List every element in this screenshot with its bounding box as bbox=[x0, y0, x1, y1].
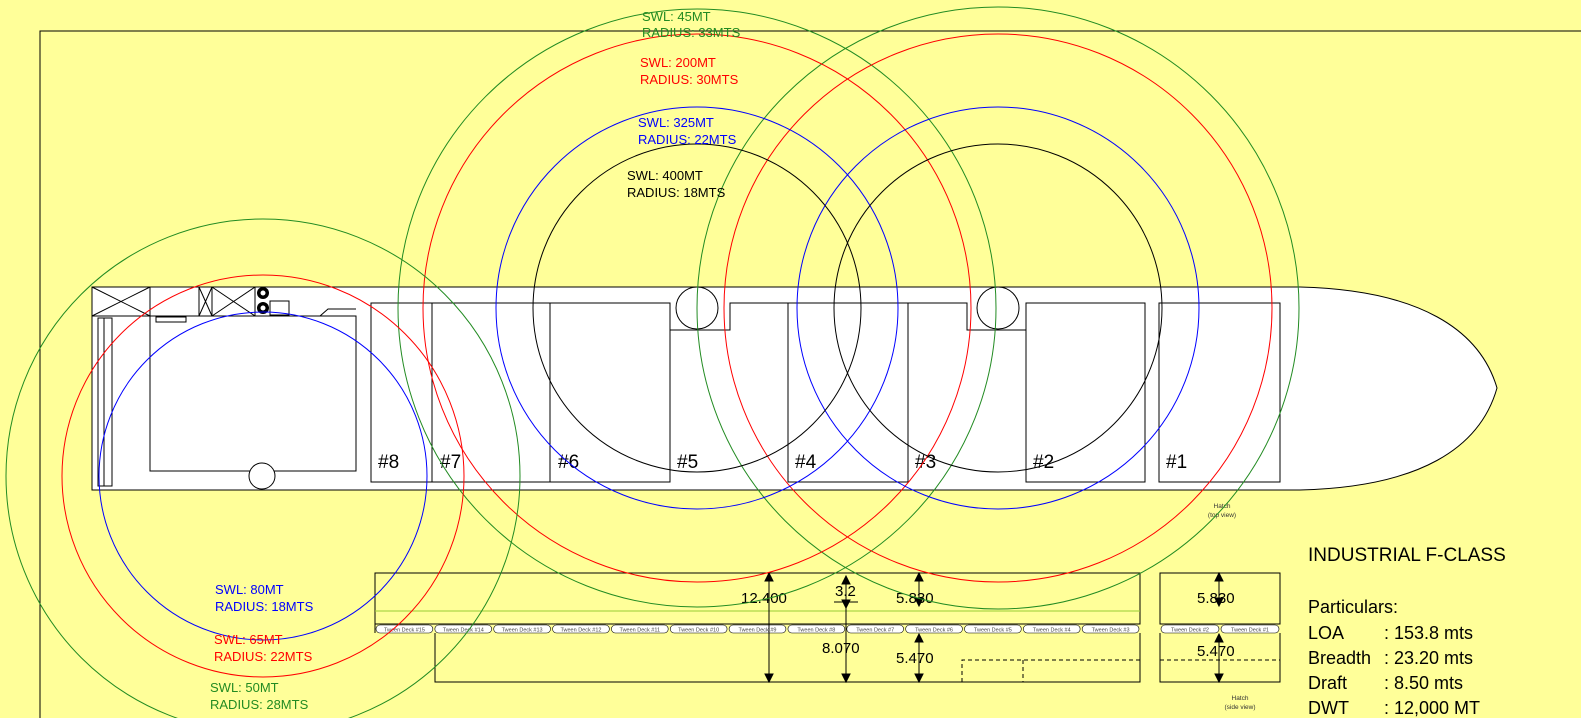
tween-deck-box bbox=[669, 624, 728, 634]
aft-superstructure bbox=[91, 286, 357, 490]
tween-deck-box bbox=[1023, 624, 1081, 634]
hold-label: #1 bbox=[1166, 452, 1187, 473]
radius-circle-80mt bbox=[98, 311, 428, 641]
hatch-top-caption: (top view) bbox=[1208, 512, 1236, 519]
particular-value-loa: : 153.8 mts bbox=[1384, 623, 1473, 643]
crane-label-65mt-radius: RADIUS: 22MTS bbox=[214, 649, 313, 664]
crane-pedestal-fwd-3 bbox=[976, 286, 1020, 330]
crane-label-325mt-radius: RADIUS: 22MTS bbox=[638, 132, 737, 147]
crane-label-50mt-radius: RADIUS: 28MTS bbox=[210, 697, 309, 712]
tween-deck-label: Tween Deck #15 bbox=[384, 628, 425, 634]
particular-label-dwt: DWT bbox=[1308, 698, 1349, 718]
dimension-tween-gap: 3.2 bbox=[835, 583, 856, 600]
radius-circle-325mt-fwd-crane bbox=[796, 106, 1200, 510]
side-view bbox=[374, 572, 1281, 683]
particular-value-draft: : 8.50 mts bbox=[1384, 673, 1463, 693]
tween-deck-box bbox=[1160, 624, 1220, 634]
tween-deck-label: Tween Deck #10 bbox=[678, 628, 719, 634]
crane-radius-circles bbox=[5, 6, 1300, 718]
tween-deck-label: Tween Deck #14 bbox=[443, 628, 484, 634]
tween-deck-label: Tween Deck #5 bbox=[974, 628, 1012, 634]
dimension-upper-height: 5.830 bbox=[896, 590, 934, 607]
tween-deck-label: Tween Deck #6 bbox=[915, 628, 953, 634]
tween-deck-label: Tween Deck #13 bbox=[502, 628, 543, 634]
tween-deck-box bbox=[964, 624, 1022, 634]
tween-deck-label: Tween Deck #2 bbox=[1171, 628, 1209, 634]
tween-deck-box bbox=[434, 624, 492, 634]
crane-label-200mt-swl: SWL: 200MT bbox=[640, 55, 716, 70]
hold-label: #8 bbox=[378, 452, 399, 473]
hold-label: #2 bbox=[1033, 452, 1054, 473]
cargo-holds bbox=[370, 302, 1281, 483]
crane-label-200mt-radius: RADIUS: 30MTS bbox=[640, 72, 739, 87]
radius-circle-65mt bbox=[61, 274, 465, 678]
tween-deck-box bbox=[493, 624, 551, 634]
tween-deck-box bbox=[1220, 624, 1280, 634]
particular-label-breadth: Breadth bbox=[1308, 648, 1371, 668]
particular-label-draft: Draft bbox=[1308, 673, 1347, 693]
particular-label-loa: LOA bbox=[1308, 623, 1344, 643]
crane-pedestal-icon bbox=[257, 287, 269, 314]
hatch-top-caption: Hatch bbox=[1214, 503, 1231, 510]
tween-deck-label: Tween Deck #8 bbox=[797, 628, 835, 634]
radius-circle-200mt-aft-crane bbox=[422, 33, 972, 583]
dimension-lower-height: 5.470 bbox=[896, 650, 934, 667]
radius-circle-50mt bbox=[5, 218, 521, 718]
hold-label: #5 bbox=[677, 452, 698, 473]
tween-deck-label: Tween Deck #4 bbox=[1033, 628, 1071, 634]
tween-deck-box bbox=[846, 624, 904, 634]
crane-label-45mt-radius: RADIUS: 33MTS bbox=[642, 25, 741, 40]
tween-deck-label: Tween Deck #1 bbox=[1231, 628, 1269, 634]
tween-deck-box bbox=[787, 624, 846, 634]
radius-circle-325mt-aft-crane bbox=[495, 106, 899, 510]
tween-deck-box bbox=[1081, 624, 1140, 634]
tween-deck-box bbox=[728, 624, 787, 634]
radius-circle-45mt-fwd-crane bbox=[696, 6, 1300, 610]
drawing-frame bbox=[39, 30, 1581, 718]
hold-label: #7 bbox=[440, 452, 461, 473]
particulars-heading: Particulars: bbox=[1308, 597, 1398, 617]
tween-deck-label: Tween Deck #7 bbox=[856, 628, 894, 634]
hatch-side-caption: (side view) bbox=[1224, 704, 1255, 711]
tween-deck-box bbox=[375, 624, 434, 634]
particular-value-dwt: : 12,000 MT bbox=[1384, 698, 1480, 718]
tween-deck-label: Tween Deck #12 bbox=[560, 628, 601, 634]
tween-deck-box bbox=[611, 624, 669, 634]
dimension-fwd-upper: 5.830 bbox=[1197, 590, 1235, 607]
dimension-lines bbox=[764, 571, 1224, 684]
crane-label-80mt-swl: SWL: 80MT bbox=[215, 582, 284, 597]
tween-deck-box bbox=[552, 624, 610, 634]
tween-deck-box bbox=[905, 624, 963, 634]
tween-deck-strip: Tween Deck #15 Tween Deck #14 Tween Deck #… bbox=[375, 624, 1280, 634]
crane-label-400mt-radius: RADIUS: 18MTS bbox=[627, 185, 726, 200]
crane-label-80mt-radius: RADIUS: 18MTS bbox=[215, 599, 314, 614]
crane-label-65mt-swl: SWL: 65MT bbox=[214, 632, 283, 647]
radius-circle-200mt-fwd-crane bbox=[723, 33, 1273, 583]
radius-circle-400mt-aft-crane bbox=[532, 143, 862, 473]
hold-label: #4 bbox=[795, 452, 817, 473]
dimension-fwd-lower: 5.470 bbox=[1197, 643, 1235, 660]
tween-deck-label: Tween Deck #9 bbox=[739, 628, 777, 634]
hull-outline bbox=[91, 286, 1498, 491]
radius-circle-400mt-fwd-crane bbox=[833, 143, 1163, 473]
dimension-total-depth: 12.400 bbox=[741, 590, 787, 607]
vessel-class-title: INDUSTRIAL F-CLASS bbox=[1308, 545, 1506, 566]
crane-label-45mt-swl: SWL: 45MT bbox=[642, 9, 711, 24]
crane-label-325mt-swl: SWL: 325MT bbox=[638, 115, 714, 130]
particular-value-breadth: : 23.20 mts bbox=[1384, 648, 1473, 668]
tween-deck-label: Tween Deck #3 bbox=[1092, 628, 1130, 634]
radius-circle-45mt-aft-crane bbox=[397, 8, 997, 608]
dimension-lower-depth: 8.070 bbox=[822, 640, 860, 657]
tween-deck-label: Tween Deck #11 bbox=[620, 628, 661, 634]
crane-label-50mt-swl: SWL: 50MT bbox=[210, 680, 279, 695]
hatch-side-caption: Hatch bbox=[1232, 695, 1249, 702]
crane-label-400mt-swl: SWL: 400MT bbox=[627, 168, 703, 183]
